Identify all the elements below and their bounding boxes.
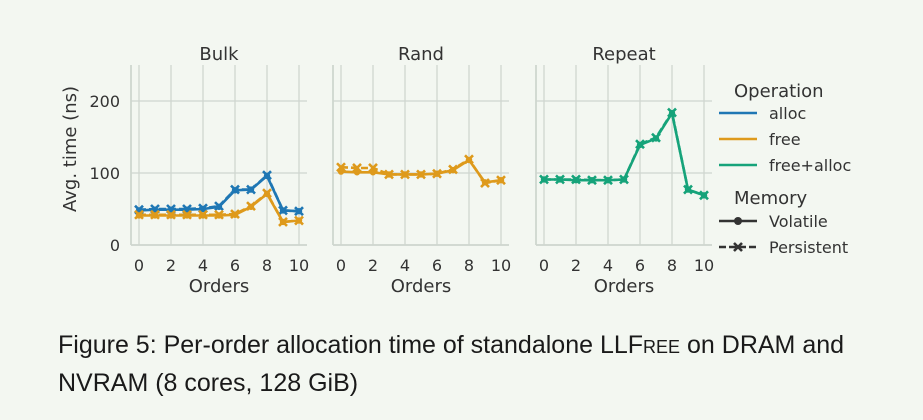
- panel-rand-series-free-persistent-point-9: [480, 178, 490, 188]
- panel-rand-series-free-volatile-line: [340, 158, 502, 184]
- panel-rand-series-free-persistent-point-1: [352, 163, 362, 173]
- panel-bulk-series-free-persistent-point-1: [150, 209, 160, 220]
- panel-repeat-series-free-alloc-persistent-point-5: [619, 174, 629, 185]
- panel-bulk-series-free-persistent-point-8: [262, 188, 272, 199]
- y-tick-label-200: 200: [89, 92, 120, 111]
- panel-repeat-x-tick-label-0: 0: [539, 256, 549, 275]
- panel-repeat-x-tick-label-4: 4: [603, 256, 613, 275]
- panel-rand-series-free-persistent-point-6: [432, 168, 442, 179]
- panel-repeat-x-tick-label-10: 10: [694, 256, 714, 275]
- panel-repeat-series-free-alloc-volatile-line: [544, 111, 705, 197]
- legend-free-alloc-label: free+alloc: [769, 156, 851, 175]
- panel-bulk-series-alloc-persistent-point-9: [278, 205, 288, 216]
- legend-volatile-marker: [734, 217, 742, 225]
- figure-caption: Figure 5: Per-order allocation time of s…: [58, 326, 908, 402]
- panel-bulk-x-tick-label-2: 2: [166, 256, 176, 275]
- panel-rand-series-free-persistent-point-7: [448, 164, 458, 175]
- caption-suffix: on DRAM and NVRAM (8 cores, 128 GiB): [58, 331, 845, 397]
- panel-repeat-series-free-alloc-persistent-point-10: [699, 190, 709, 201]
- legend-operation-title: Operation: [734, 81, 824, 102]
- panel-rand-series-free-persistent-point-2: [368, 163, 378, 173]
- y-axis-label: Avg. time (ns): [60, 86, 81, 212]
- panel-repeat-series-free-alloc-persistent-point-7: [651, 132, 661, 143]
- panel-bulk-series-free-persistent-point-9: [278, 217, 288, 227]
- panel-bulk-x-tick-label-10: 10: [289, 256, 309, 275]
- panel-repeat-x-axis-label: Orders: [594, 276, 655, 297]
- panel-rand-series-free-persistent-point-5: [416, 169, 426, 180]
- panel-bulk-x-tick-label-4: 4: [198, 256, 208, 275]
- caption-smallcaps: Free: [627, 331, 681, 359]
- panel-repeat-series-free-alloc-persistent-point-9: [683, 184, 693, 195]
- panel-repeat-x-tick-label-8: 8: [667, 256, 677, 275]
- panel-rand-x-tick-label-2: 2: [368, 256, 378, 275]
- panel-rand-series-free-persistent-point-8: [464, 154, 474, 165]
- panel-bulk-series-free-persistent-point-7: [246, 201, 256, 212]
- panel-repeat-series-free-alloc-persistent-point-1: [555, 174, 565, 185]
- panel-bulk-series-alloc-persistent-point-5: [214, 201, 224, 212]
- panel-rand-series-free-persistent-point-4: [400, 169, 410, 180]
- panel-rand-series-free-persistent-point-0: [336, 162, 346, 173]
- panel-bulk-series-alloc-persistent-point-7: [246, 184, 256, 195]
- legend-alloc-label: alloc: [769, 104, 806, 123]
- panel-repeat-title: Repeat: [592, 44, 655, 65]
- panel-repeat-series-free-alloc-persistent-point-4: [603, 175, 613, 186]
- panel-bulk-series-free-persistent-point-3: [182, 209, 192, 220]
- y-tick-label-0: 0: [110, 236, 120, 255]
- panel-rand-x-tick-label-4: 4: [400, 256, 410, 275]
- panel-bulk-x-tick-label-0: 0: [134, 256, 144, 275]
- panel-rand-x-tick-label-6: 6: [432, 256, 442, 275]
- panel-repeat-series-free-alloc-persistent-point-0: [539, 174, 549, 185]
- legend-persistent-marker: [733, 242, 743, 252]
- panel-bulk-series-alloc-persistent-point-8: [262, 170, 272, 181]
- panel-rand-x-tick-label-0: 0: [336, 256, 346, 275]
- panel-bulk-series-free-persistent-point-2: [166, 209, 176, 220]
- panel-bulk-x-tick-label-8: 8: [262, 256, 272, 275]
- panel-rand-x-axis-label: Orders: [391, 276, 452, 297]
- panel-bulk-series-free-persistent-point-10: [294, 215, 304, 226]
- caption-prefix: Figure 5: Per-order allocation time of s…: [58, 331, 628, 359]
- panel-repeat-series-free-alloc-persistent-point-6: [635, 139, 645, 150]
- panel-bulk-title: Bulk: [199, 44, 239, 65]
- legend-persistent-label: Persistent: [769, 238, 848, 257]
- panel-repeat-x-tick-label-2: 2: [571, 256, 581, 275]
- panel-bulk-series-free-persistent-point-0: [134, 209, 144, 220]
- panel-repeat-series-free-alloc-persistent-point-8: [667, 107, 677, 118]
- panel-repeat-series-free-alloc-persistent-point-2: [571, 174, 581, 185]
- panel-bulk-series-alloc-persistent-point-10: [294, 206, 304, 217]
- panel-rand-series-free-persistent-point-3: [384, 169, 394, 180]
- y-tick-label-100: 100: [89, 164, 120, 183]
- legend-volatile-label: Volatile: [769, 212, 828, 231]
- panel-bulk-x-tick-label-6: 6: [230, 256, 240, 275]
- panel-bulk-series-free-persistent-point-6: [230, 209, 240, 219]
- legend-free-label: free: [769, 130, 801, 149]
- panel-repeat-series-free-alloc-persistent-point-3: [587, 175, 597, 186]
- panel-rand-title: Rand: [398, 44, 444, 65]
- panel-rand-x-tick-label-8: 8: [464, 256, 474, 275]
- panel-bulk-x-axis-label: Orders: [189, 276, 250, 297]
- panel-bulk-series-alloc-persistent-point-6: [230, 184, 240, 195]
- legend-memory-title: Memory: [734, 188, 808, 209]
- panel-rand-series-free-persistent-point-10: [496, 175, 506, 186]
- panel-rand-x-tick-label-10: 10: [491, 256, 511, 275]
- panel-repeat-x-tick-label-6: 6: [635, 256, 645, 275]
- panel-bulk-series-free-persistent-point-5: [214, 209, 224, 220]
- panel-bulk-series-free-persistent-point-4: [198, 209, 208, 220]
